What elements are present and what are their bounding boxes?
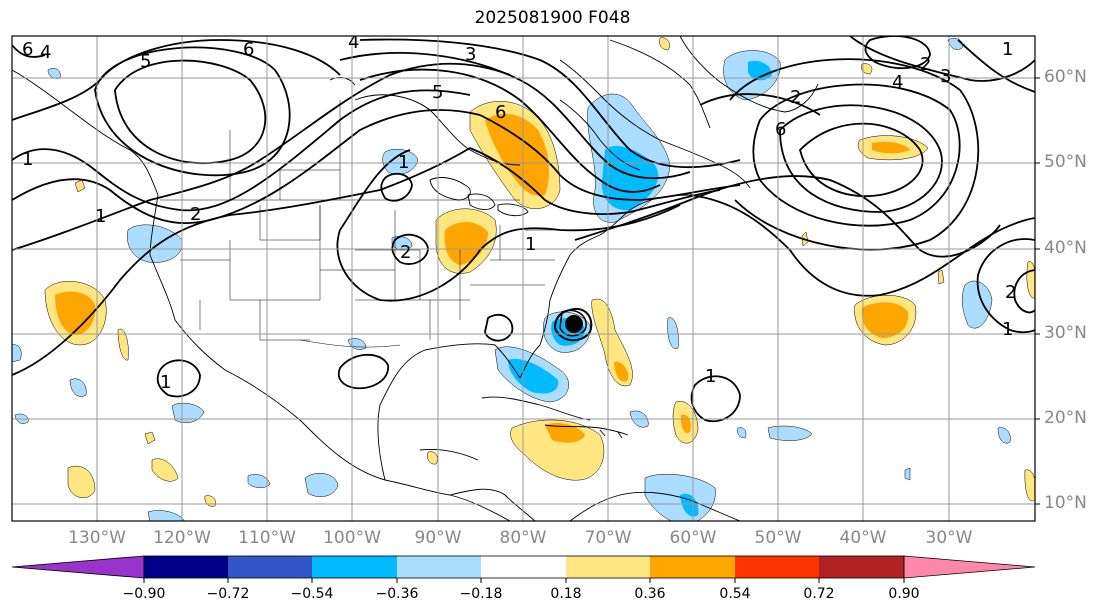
map-frame xyxy=(11,35,1036,522)
cool-anomaly-greenland-core xyxy=(748,60,772,81)
contour-label: 1 xyxy=(1002,319,1013,340)
warm-anomaly-pacific-core xyxy=(55,291,96,335)
contour-label: 5 xyxy=(140,51,151,72)
warm-anomaly-canada-core xyxy=(485,113,550,196)
contour-label: 1 xyxy=(1002,39,1013,60)
contour-label: 4 xyxy=(892,72,903,93)
contour-label: 4 xyxy=(348,32,359,53)
lat-label-30n: 30°N xyxy=(1044,323,1087,343)
contour-value-labels: 6 4 5 6 4 3 5 2 2 1 1 2 1 6 6 4 3 2 1 2 … xyxy=(22,32,1016,393)
colorbar-bin xyxy=(481,556,566,578)
contour-label: 5 xyxy=(432,82,443,103)
lon-label-30w: 30°W xyxy=(925,528,973,548)
lat-label-50n: 50°N xyxy=(1044,152,1087,172)
contour-label: 2 xyxy=(920,54,931,75)
contour-lines xyxy=(12,36,1035,423)
lon-label-80w: 80°W xyxy=(499,528,547,548)
contour-label: 1 xyxy=(398,152,409,173)
contour-label: 1 xyxy=(95,206,106,227)
contour-label: 1 xyxy=(160,372,171,393)
colorbar xyxy=(11,555,1036,583)
political-borders xyxy=(160,80,570,348)
cool-anomaly-newfoundland-core xyxy=(601,145,659,211)
lon-label-90w: 90°W xyxy=(414,528,462,548)
lon-label-130w: 130°W xyxy=(68,528,126,548)
contour-label: 1 xyxy=(705,366,716,387)
colorbar-tick-label: −0.72 xyxy=(206,586,250,602)
lon-label-110w: 110°W xyxy=(238,528,296,548)
contour-label: 2 xyxy=(790,87,801,108)
map-title: 2025081900 F048 xyxy=(474,8,631,28)
contour-label: 1 xyxy=(22,149,33,170)
contour-label: 4 xyxy=(40,42,51,63)
coastlines xyxy=(12,36,819,521)
lon-label-100w: 100°W xyxy=(323,528,381,548)
warm-anomaly-north-atlantic-core xyxy=(872,141,910,154)
colorbar-tick-label: 0.72 xyxy=(803,586,835,602)
colorbar-bin xyxy=(650,556,735,578)
lat-label-10n: 10°N xyxy=(1044,493,1087,513)
lon-label-50w: 50°W xyxy=(754,528,802,548)
colorbar-bin xyxy=(312,556,397,578)
colorbar-bin xyxy=(566,556,650,578)
lon-label-70w: 70°W xyxy=(584,528,632,548)
lat-label-60n: 60°N xyxy=(1044,67,1087,87)
anomaly-shading xyxy=(12,37,1035,521)
cool-anomaly-gulf-core xyxy=(508,358,559,394)
contour-label: 2 xyxy=(400,242,411,263)
colorbar-bin xyxy=(735,556,819,578)
colorbar-tick-label: −0.36 xyxy=(375,586,419,602)
colorbar-tick-label: −0.18 xyxy=(459,586,503,602)
colorbar-tick-label: −0.54 xyxy=(290,586,334,602)
colorbar-tick-label: 0.36 xyxy=(634,586,666,602)
colorbar-bin xyxy=(819,556,904,578)
contour-label: 3 xyxy=(465,44,476,65)
lon-label-120w: 120°W xyxy=(153,528,211,548)
contour-label: 6 xyxy=(243,39,254,60)
contour-label: 6 xyxy=(495,102,506,123)
lat-label-40n: 40°N xyxy=(1044,238,1087,258)
contour-label: 2 xyxy=(190,204,201,225)
warm-anomaly-atlantic-strip-core xyxy=(614,361,629,382)
contour-label: 6 xyxy=(22,39,33,60)
colorbar-under xyxy=(11,555,145,579)
contour-label: 3 xyxy=(940,66,951,87)
colorbar-tick-label: 0.54 xyxy=(719,586,751,602)
storm-center-marker xyxy=(565,315,583,333)
colorbar-over xyxy=(903,555,1036,579)
colorbar-tick-label: 0.90 xyxy=(888,586,920,602)
lon-label-60w: 60°W xyxy=(669,528,717,548)
colorbar-bin xyxy=(397,556,481,578)
contour-label: 2 xyxy=(1005,282,1016,303)
warm-anomaly-caribbean-core xyxy=(545,423,585,443)
contour-label: 1 xyxy=(525,234,536,255)
colorbar-tick-label: 0.18 xyxy=(550,586,582,602)
warm-anomaly-atlantic-east-core xyxy=(861,302,909,338)
colorbar-bin xyxy=(228,556,312,578)
contour-label: 6 xyxy=(775,119,786,140)
lat-label-20n: 20°N xyxy=(1044,408,1087,428)
lon-label-40w: 40°W xyxy=(839,528,887,548)
colorbar-bin xyxy=(144,556,228,578)
graticule xyxy=(12,36,1035,521)
colorbar-tick-label: −0.90 xyxy=(122,586,166,602)
